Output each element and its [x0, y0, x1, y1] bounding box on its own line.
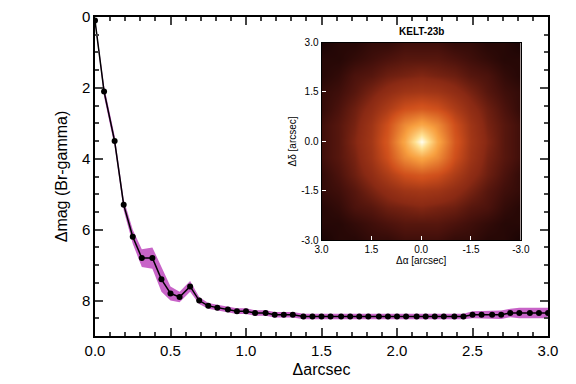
svg-text:Δα [arcsec]: Δα [arcsec] — [396, 255, 446, 266]
svg-text:2.0: 2.0 — [387, 342, 408, 359]
svg-text:0: 0 — [82, 8, 90, 25]
svg-text:-1.5: -1.5 — [301, 185, 319, 196]
svg-text:0.5: 0.5 — [160, 342, 181, 359]
svg-text:1.5: 1.5 — [311, 342, 332, 359]
svg-text:3.0: 3.0 — [315, 244, 329, 255]
svg-text:6: 6 — [82, 221, 90, 238]
svg-text:3.0: 3.0 — [538, 342, 559, 359]
svg-text:KELT-23b: KELT-23b — [399, 26, 444, 37]
svg-text:0.0: 0.0 — [414, 244, 428, 255]
svg-text:8: 8 — [82, 292, 90, 309]
svg-text:1.5: 1.5 — [364, 244, 378, 255]
svg-text:-3.0: -3.0 — [512, 244, 530, 255]
svg-text:1.5: 1.5 — [305, 86, 319, 97]
svg-text:Δδ [arcsec]: Δδ [arcsec] — [287, 116, 298, 166]
svg-text:3.0: 3.0 — [305, 37, 319, 48]
svg-text:-3.0: -3.0 — [301, 235, 319, 246]
svg-text:4: 4 — [82, 150, 90, 167]
svg-text:2.5: 2.5 — [462, 342, 483, 359]
svg-text:1.0: 1.0 — [236, 342, 257, 359]
svg-text:Δmag (Br-gamma): Δmag (Br-gamma) — [53, 111, 70, 243]
svg-text:0.0: 0.0 — [85, 342, 106, 359]
svg-text:2: 2 — [82, 79, 90, 96]
svg-text:-1.5: -1.5 — [462, 244, 480, 255]
svg-text:0.0: 0.0 — [305, 136, 319, 147]
svg-text:Δarcsec: Δarcsec — [293, 361, 351, 378]
